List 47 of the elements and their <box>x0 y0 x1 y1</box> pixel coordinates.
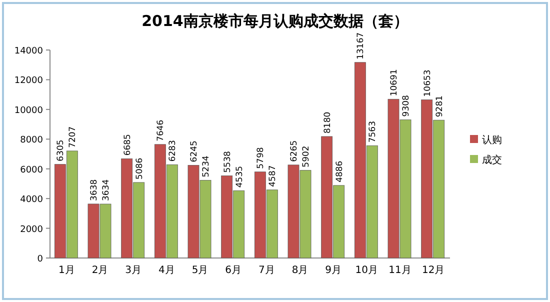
y-tick-label: 6000 <box>20 165 44 176</box>
data-label: 4535 <box>234 166 245 188</box>
legend-label: 认购 <box>482 134 502 146</box>
data-label: 6305 <box>56 140 66 162</box>
x-tick-label: 10月 <box>355 265 378 276</box>
x-tick-label: 7月 <box>258 265 275 276</box>
data-label: 5234 <box>202 156 212 178</box>
data-label: 6265 <box>290 140 300 162</box>
data-label: 6685 <box>122 134 133 156</box>
data-label: 7207 <box>68 126 78 148</box>
y-tick-label: 12000 <box>14 76 44 86</box>
data-label: 5538 <box>222 151 233 173</box>
data-label: 7563 <box>368 120 378 143</box>
data-label: 5086 <box>134 158 145 180</box>
x-tick-label: 12月 <box>422 265 445 276</box>
data-label: 3638 <box>90 179 100 201</box>
y-tick-label: 10000 <box>14 106 44 116</box>
data-label: 7646 <box>156 120 166 142</box>
chart-title: 2014南京楼市每月认购成交数据（套） <box>142 12 408 30</box>
data-label: 5902 <box>302 146 312 168</box>
y-tick-label: 2000 <box>20 224 44 235</box>
data-label: 6245 <box>190 140 200 162</box>
x-tick-label: 6月 <box>225 265 242 276</box>
x-tick-label: 11月 <box>388 265 412 276</box>
data-label: 3634 <box>102 179 112 202</box>
data-label: 5798 <box>256 147 266 169</box>
data-label: 9281 <box>434 95 445 118</box>
x-tick-label: 2月 <box>92 265 108 276</box>
data-label: 8180 <box>322 112 333 134</box>
data-label: 10653 <box>422 70 433 97</box>
y-tick-label: 14000 <box>14 46 44 56</box>
x-tick-label: 8月 <box>292 265 308 276</box>
y-tick-label: 8000 <box>20 136 44 146</box>
data-label: 9308 <box>402 95 412 117</box>
x-tick-label: 5月 <box>192 265 208 276</box>
data-label: 6283 <box>168 140 178 162</box>
legend-label: 成交 <box>482 154 502 166</box>
x-tick-label: 4月 <box>158 265 175 276</box>
x-tick-label: 9月 <box>325 265 342 276</box>
data-label: 4886 <box>334 160 345 182</box>
data-label: 4587 <box>268 165 278 187</box>
y-tick-label: 0 <box>37 254 44 264</box>
data-label: 13167 <box>356 32 366 60</box>
x-tick-label: 3月 <box>125 265 142 276</box>
data-label: 10691 <box>390 69 400 96</box>
x-tick-label: 1月 <box>58 265 75 276</box>
y-tick-label: 4000 <box>20 195 44 206</box>
